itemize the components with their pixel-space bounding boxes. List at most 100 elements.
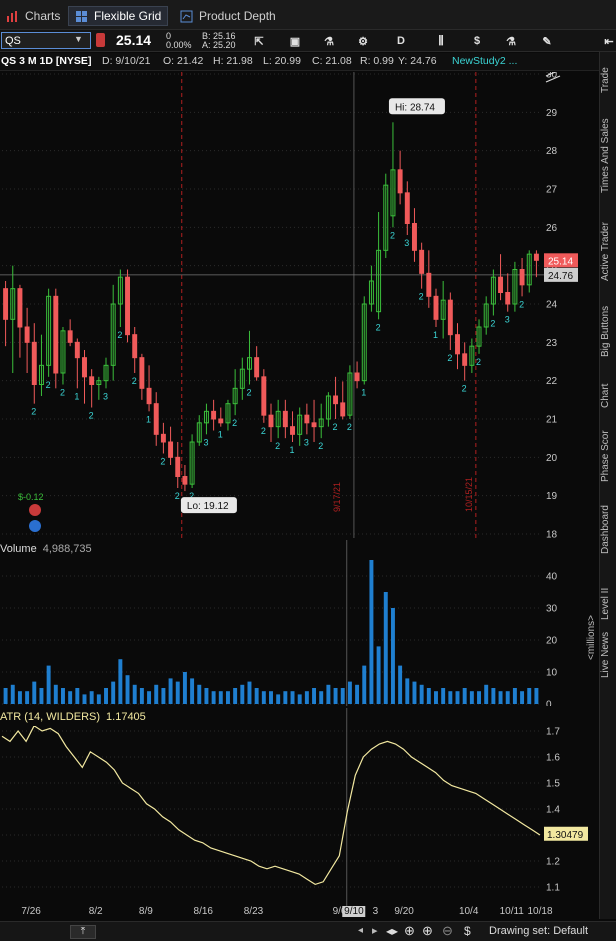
scroll-left-icon[interactable]: ◂ xyxy=(358,925,364,936)
candle-body xyxy=(498,276,504,294)
link-icon[interactable] xyxy=(96,33,105,47)
study-count-label: 2 xyxy=(390,230,395,240)
rail-tab-times-and-sales[interactable]: Times And Sales xyxy=(600,118,611,194)
period-button[interactable]: D xyxy=(397,35,405,47)
volume-bar xyxy=(53,684,58,704)
gear-icon[interactable]: ⚙ xyxy=(358,35,368,48)
dollar-icon[interactable]: $ xyxy=(464,924,471,938)
price-axis-tick: 20 xyxy=(546,453,558,464)
atr-panel[interactable]: ATR (14, WILDERS) 1.17405 1.7 1.6 1.5 1.4 1.… xyxy=(0,708,588,906)
volume-bar xyxy=(477,691,481,704)
rail-tab-chart[interactable]: Chart xyxy=(600,383,611,409)
zoom-in-icon[interactable]: ⊕ xyxy=(422,923,433,938)
collapse-icon[interactable]: ⇤ xyxy=(604,35,614,48)
candle-body xyxy=(340,402,346,417)
grid-icon xyxy=(76,10,87,22)
candle xyxy=(383,173,389,258)
candle-body xyxy=(31,341,37,386)
rail-tab-trade[interactable]: Trade xyxy=(600,67,611,93)
study-count-label: 2 xyxy=(261,426,266,436)
study-count-label: 2 xyxy=(462,384,467,394)
study-count-label: 2 xyxy=(160,457,165,467)
candle-body xyxy=(96,380,102,385)
candle xyxy=(3,281,9,347)
atr-chart[interactable]: 1.71.61.51.41.31.21.11.30479 xyxy=(0,708,600,906)
rail-tab-active-trader[interactable]: Active Trader xyxy=(600,222,611,282)
symbol-input[interactable] xyxy=(1,32,91,49)
calendar-icon[interactable]: ▣ xyxy=(289,35,301,48)
chevron-down-icon[interactable]: ▼ xyxy=(74,34,83,44)
percent-change: 0.00% xyxy=(166,40,192,50)
volume-bar xyxy=(347,681,352,704)
candles-icon[interactable]: ⫼ xyxy=(438,34,444,47)
last-price: 25.14 xyxy=(116,32,152,48)
volume-bar xyxy=(3,688,8,704)
candle-body xyxy=(46,295,52,366)
x-axis-tick: 10/4 xyxy=(458,906,479,917)
zoom-out-icon[interactable]: ⊖ xyxy=(442,923,453,938)
volume-bar xyxy=(233,688,238,704)
crosshair-icon[interactable]: ⊕ xyxy=(404,923,415,938)
cursor-y: Y: 24.76 xyxy=(398,55,437,67)
rail-tab-big-buttons[interactable]: Big Buttons xyxy=(600,305,611,357)
tab-product-depth[interactable]: Product Depth xyxy=(174,6,282,26)
candle-body xyxy=(182,476,188,485)
tab-bar: Charts Flexible Grid Product Depth xyxy=(0,0,616,30)
candle-body xyxy=(290,426,295,435)
tab-charts[interactable]: Charts xyxy=(0,6,66,26)
candle-body xyxy=(74,341,80,359)
candle xyxy=(333,376,339,419)
tab-flexible-grid[interactable]: Flexible Grid xyxy=(68,6,169,26)
price-chart[interactable]: 3029282726252423222120191822212322122231… xyxy=(0,72,600,538)
rail-tab-level-ii[interactable]: Level II xyxy=(600,587,611,621)
tab-label: Product Depth xyxy=(199,9,276,23)
rail-tab-live-news[interactable]: Live News xyxy=(600,632,611,678)
candle-body xyxy=(519,269,525,286)
volume-axis-tick: 0 xyxy=(546,700,552,707)
dollar-icon[interactable]: $ xyxy=(473,35,481,47)
volume-bar xyxy=(512,688,517,704)
candle xyxy=(347,365,353,419)
price-axis-tick: 22 xyxy=(546,376,558,387)
volume-bar xyxy=(290,691,295,704)
volume-bar xyxy=(455,691,460,704)
candle xyxy=(175,442,181,488)
volume-chart[interactable]: 40 30 20 10 0 xyxy=(0,540,600,706)
chart-title: QS 3 M 1D [NYSE] xyxy=(1,55,92,67)
study-label[interactable]: NewStudy2 ... xyxy=(452,55,518,67)
x-axis-cursor-label: 9/10 xyxy=(342,906,366,917)
flask-icon[interactable]: ⚗ xyxy=(324,35,334,48)
x-axis-tick: 3 xyxy=(372,906,379,917)
candle xyxy=(31,323,37,404)
study-count-label: 2 xyxy=(490,319,495,329)
rail-tab-dashboard[interactable]: Dashboard xyxy=(600,505,611,555)
volume-bar xyxy=(39,688,44,704)
volume-bar xyxy=(527,688,532,704)
rail-tab-phase-scores[interactable]: Phase Scores xyxy=(600,430,611,482)
volume-panel[interactable]: Volume 4,988,735 40 30 20 10 0 xyxy=(0,540,558,706)
study-count-label: 1 xyxy=(146,414,151,424)
candle xyxy=(376,212,382,320)
scroll-top-icon[interactable]: ⤒ xyxy=(70,925,96,939)
share-icon[interactable]: ⇱ xyxy=(254,35,264,48)
volume-bar xyxy=(132,684,137,704)
candle xyxy=(325,392,331,427)
candle xyxy=(17,284,23,358)
volume-bar xyxy=(182,672,187,704)
price-panel[interactable]: 3029282726252423222120191822212322122231… xyxy=(0,72,578,538)
atr-axis-tick: 1.2 xyxy=(546,857,560,868)
scroll-right-icon[interactable]: ▸ xyxy=(372,925,378,937)
expand-icon[interactable]: ◂▸ xyxy=(386,924,399,938)
price-axis-tick: 27 xyxy=(546,185,558,196)
cursor-price-badge-text: 24.76 xyxy=(548,271,573,282)
volume-bar xyxy=(75,688,80,704)
beaker-icon[interactable]: ⚗ xyxy=(506,35,516,48)
bar-date: D: 9/10/21 xyxy=(102,55,151,67)
drawing-tools-icon[interactable]: ✎ xyxy=(542,35,552,48)
volume-bar xyxy=(211,691,216,704)
drawing-set-label[interactable]: Drawing set: Default xyxy=(489,925,589,937)
candle xyxy=(512,261,518,312)
candle-body xyxy=(175,456,181,478)
study-count-label: 2 xyxy=(246,388,251,398)
study-count-label: 2 xyxy=(447,353,452,363)
